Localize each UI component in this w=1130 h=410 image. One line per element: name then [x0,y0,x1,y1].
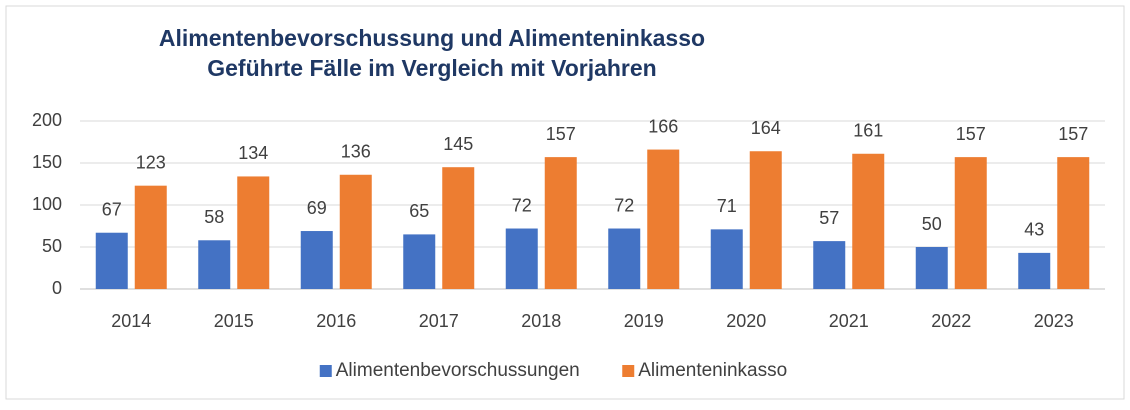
bar [505,228,538,289]
bar [237,176,270,289]
legend-swatch [319,365,332,377]
bar [544,157,577,289]
data-label: 50 [922,214,942,234]
data-label: 57 [819,208,839,228]
x-tick-label: 2015 [214,311,254,331]
bar [954,157,987,289]
x-tick-label: 2022 [931,311,971,331]
legend-label: Alimentenbevorschussungen [336,360,580,381]
bar [813,241,846,289]
x-tick-label: 2019 [624,311,664,331]
bar [1018,252,1051,289]
bar [647,149,680,289]
bar [339,174,372,289]
x-tick-label: 2020 [726,311,766,331]
bar [403,234,436,289]
data-label: 161 [853,121,883,141]
bar [1057,157,1090,289]
data-label: 65 [409,201,429,221]
data-label: 72 [512,195,532,215]
x-tick-label: 2017 [419,311,459,331]
bar [852,153,885,289]
data-label: 72 [614,195,634,215]
data-label: 157 [546,124,576,144]
y-tick-label: 100 [32,194,62,214]
bar [95,232,128,289]
y-tick-label: 50 [42,236,62,256]
x-tick-label: 2014 [111,311,151,331]
data-label: 166 [648,116,678,136]
data-label: 157 [956,124,986,144]
data-label: 43 [1024,220,1044,240]
bar [710,229,743,289]
data-label: 71 [717,196,737,216]
data-label: 58 [204,207,224,227]
y-tick-label: 200 [32,110,62,130]
x-tick-label: 2016 [316,311,356,331]
chart-title: Alimentenbevorschussung und Alimentenink… [159,25,705,51]
bar [608,228,641,289]
bar [300,231,333,289]
bar [915,247,948,289]
data-label: 134 [238,143,268,163]
data-label: 123 [136,152,166,172]
bar [749,151,782,289]
y-tick-label: 0 [52,278,62,298]
chart-subtitle: Geführte Fälle im Vergleich mit Vorjahre… [207,55,656,81]
data-label: 136 [341,142,371,162]
bar [134,185,167,289]
bar [442,167,475,289]
legend-swatch [622,365,635,377]
legend-label: Alimenteninkasso [638,360,787,381]
data-label: 164 [751,118,781,138]
data-label: 145 [443,134,473,154]
data-label: 157 [1058,124,1088,144]
data-label: 69 [307,198,327,218]
data-label: 67 [102,199,122,219]
x-tick-label: 2018 [521,311,561,331]
x-tick-label: 2021 [829,311,869,331]
bar [198,240,231,289]
x-tick-label: 2023 [1034,311,1074,331]
y-tick-label: 150 [32,152,62,172]
